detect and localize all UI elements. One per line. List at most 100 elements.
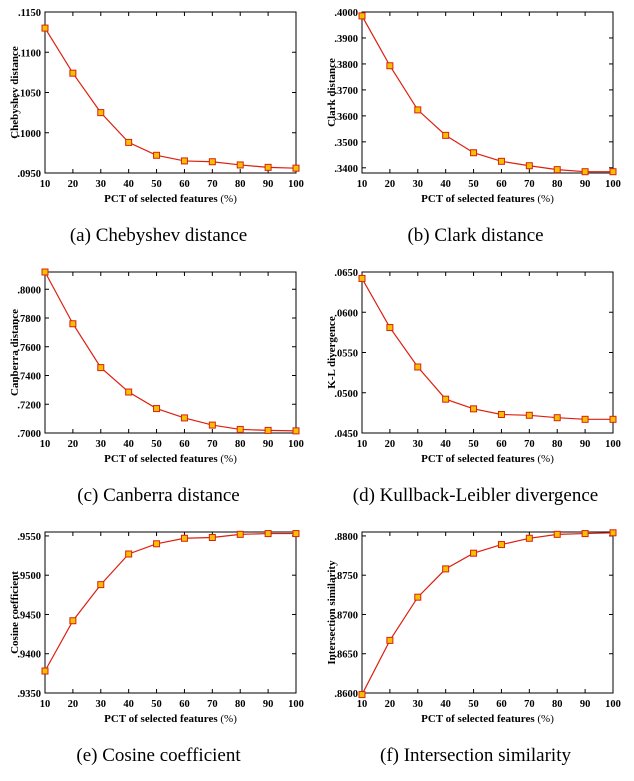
x-tick-label: 40 (440, 439, 451, 450)
x-tick-label: 70 (524, 699, 535, 710)
y-tick-label: .3400 (334, 164, 358, 175)
x-tick-label: 80 (235, 699, 246, 710)
x-tick-label: 50 (151, 699, 162, 710)
x-tick-label: 20 (385, 179, 396, 190)
y-axis-label: Cosine coefficient (9, 571, 21, 654)
data-point (208, 158, 216, 166)
data-point (236, 530, 244, 538)
data-point (125, 138, 133, 146)
x-tick-label: 90 (580, 179, 591, 190)
data-point (292, 164, 300, 172)
data-point (414, 593, 422, 601)
y-tick-label: .1000 (17, 129, 41, 140)
series-line (44, 27, 297, 169)
chart-svg: 10 20 30 40 50 60 70 80 90 100 .7000 .7200 .7400 .760… (9, 268, 304, 465)
y-tick-label: .0500 (334, 389, 358, 400)
data-point (264, 530, 272, 538)
x-tick-label: 80 (552, 439, 563, 450)
data-point (180, 414, 188, 422)
data-point (497, 541, 505, 549)
y-tick-label: .0650 (334, 268, 358, 279)
y-tick-label: .9350 (17, 689, 41, 700)
x-tick-label: 100 (605, 179, 621, 190)
x-tick-label: 100 (288, 179, 304, 190)
data-point (264, 163, 272, 171)
x-tick-label: 80 (235, 179, 246, 190)
x-tick-label: 40 (123, 179, 134, 190)
x-tick-label: 60 (496, 699, 507, 710)
series-line (44, 271, 297, 432)
x-tick-label: 90 (263, 179, 274, 190)
plot-frame (361, 531, 614, 694)
x-tick-label: 100 (288, 699, 304, 710)
data-point (180, 534, 188, 542)
y-tick-label: .3700 (334, 86, 358, 97)
series-line (361, 532, 614, 695)
data-point (208, 421, 216, 429)
data-point (470, 149, 478, 157)
x-tick-label: 40 (123, 439, 134, 450)
y-tick-label: .8750 (334, 571, 358, 582)
y-tick-label: .7400 (17, 372, 41, 383)
y-tick-label: .0600 (334, 308, 358, 319)
x-axis-label: PCT of selected features (%) (421, 713, 554, 725)
x-tick-label: 30 (96, 699, 107, 710)
x-tick-label: 30 (96, 179, 107, 190)
data-point (358, 12, 366, 20)
chart-panel-2: 10 20 30 40 50 60 70 80 90 100 .3400 .3500 .3600 .370… (317, 0, 634, 260)
chart-svg: 10 20 30 40 50 60 70 80 90 100 .0950 .1000 .1050 .110… (9, 8, 304, 205)
data-point (609, 529, 617, 537)
chart-caption: (e) Cosine coefficient (76, 745, 241, 766)
data-point (292, 427, 300, 435)
y-tick-label: .7800 (17, 314, 41, 325)
data-point (358, 274, 366, 282)
chart-svg: 10 20 30 40 50 60 70 80 90 100 .9350 .9400 .9450 .950… (9, 530, 304, 725)
data-point (153, 405, 161, 413)
x-tick-label: 30 (413, 439, 424, 450)
x-tick-label: 70 (524, 179, 535, 190)
data-point (236, 161, 244, 169)
chart-svg: 10 20 30 40 50 60 70 80 90 100 .0450 .0500 .0550 .060… (326, 268, 621, 465)
data-point (414, 363, 422, 371)
chart-panel-6: 10 20 30 40 50 60 70 80 90 100 .8600 .8650 .8700 .875… (317, 520, 634, 780)
x-axis-label: PCT of selected features (%) (421, 453, 554, 465)
x-tick-label: 60 (496, 439, 507, 450)
plot-frame (44, 11, 297, 174)
series-line (44, 532, 296, 672)
x-tick-label: 10 (40, 179, 51, 190)
data-point (264, 426, 272, 434)
chart-panel-4: 10 20 30 40 50 60 70 80 90 100 .0450 .0500 .0550 .060… (317, 260, 634, 520)
y-axis-label: Canberra distance (9, 309, 21, 396)
y-tick-label: .1050 (17, 89, 41, 100)
x-tick-label: 40 (123, 699, 134, 710)
y-axis-label: K-L divergence (326, 316, 338, 389)
chart-caption: (a) Chebyshev distance (69, 225, 248, 246)
x-tick-label: 20 (385, 439, 396, 450)
x-tick-label: 10 (357, 699, 368, 710)
y-tick-label: .8650 (334, 650, 358, 661)
y-tick-label: .9500 (17, 571, 41, 582)
data-point (97, 581, 105, 589)
data-point (41, 24, 49, 32)
y-tick-label: .9400 (17, 650, 41, 661)
x-axis-label: PCT of selected features (%) (104, 453, 237, 465)
data-point (470, 405, 478, 413)
chart-panel-1: 10 20 30 40 50 60 70 80 90 100 .0950 .1000 .1050 .110… (0, 0, 317, 260)
y-tick-label: .1150 (18, 8, 41, 19)
plot-frame (361, 271, 614, 434)
chart-svg: 10 20 30 40 50 60 70 80 90 100 .8600 .8650 .8700 .875… (326, 529, 621, 725)
chart-caption: (b) Clark distance (407, 225, 544, 246)
x-tick-label: 70 (207, 179, 218, 190)
x-tick-label: 70 (524, 439, 535, 450)
x-axis-label: PCT of selected features (%) (104, 193, 237, 205)
data-point (442, 131, 450, 139)
x-axis-label: PCT of selected features (%) (104, 713, 237, 725)
y-tick-label: .7000 (17, 429, 41, 440)
series-line (361, 278, 613, 420)
y-tick-label: .3600 (334, 112, 358, 123)
data-point (153, 151, 161, 159)
x-tick-label: 90 (580, 439, 591, 450)
data-point (609, 415, 617, 423)
y-tick-label: .4000 (334, 8, 358, 19)
data-point (609, 168, 617, 176)
